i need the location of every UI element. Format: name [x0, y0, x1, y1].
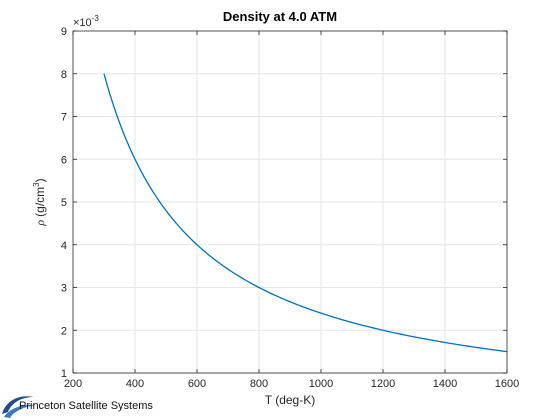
series-line-density [103, 73, 508, 353]
y-tick-label: 3 [61, 283, 67, 295]
y-tick-label: 6 [61, 154, 67, 166]
chart-title: Density at 4.0 ATM [223, 9, 337, 24]
logo: Princeton Satellite Systems [0, 388, 220, 420]
y-tick-label: 1 [61, 368, 67, 380]
y-axis-label: ρ (g/cm3) [32, 178, 47, 226]
y-tick-label: 2 [61, 325, 67, 337]
y-tick-label: 9 [61, 26, 67, 38]
x-tick-label: 200 [64, 378, 82, 390]
y-tick-label: 5 [61, 197, 67, 209]
x-tick-label: 1400 [433, 378, 457, 390]
y-tick-label: 8 [61, 69, 67, 81]
x-tick-label: 600 [188, 378, 206, 390]
swoosh-logo-icon [2, 396, 36, 418]
plot-area: 200 400 600 800 1000 1200 1400 1600 1 2 3 4 5 6 7 8 9 ×10… [32, 14, 519, 407]
x-tick-label: 800 [250, 378, 268, 390]
x-tick-label: 1200 [371, 378, 395, 390]
x-tick-label: 1000 [309, 378, 333, 390]
logo-text: Princeton Satellite Systems [19, 400, 153, 412]
y-tick-label: 4 [61, 240, 67, 252]
y-axis-multiplier: ×10-3 [73, 14, 99, 29]
x-tick-label: 1600 [495, 378, 519, 390]
y-tick-label: 7 [61, 112, 67, 124]
x-axis-label: T (deg-K) [265, 393, 315, 407]
x-tick-label: 400 [126, 378, 144, 390]
